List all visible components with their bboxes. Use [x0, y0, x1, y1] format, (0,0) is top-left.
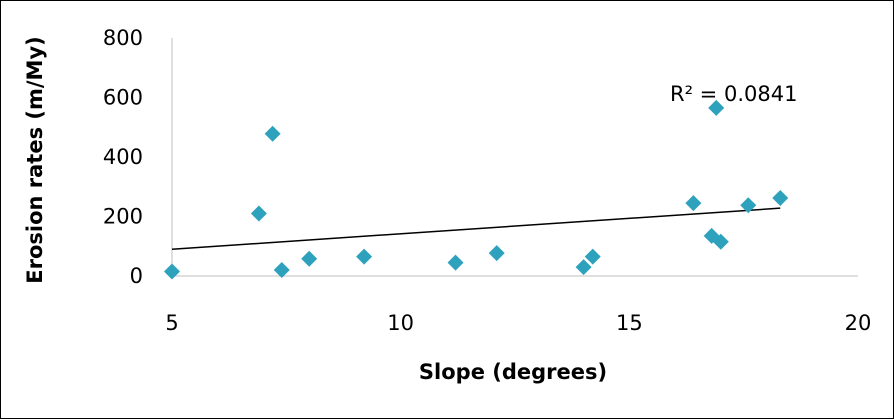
- data-point: [164, 263, 180, 280]
- data-point: [772, 190, 789, 207]
- y-tick-labels: 0 200 400 600 800: [103, 26, 143, 288]
- data-point: [301, 250, 318, 267]
- data-point: [447, 254, 464, 271]
- y-tick-label: 800: [103, 26, 143, 50]
- data-point: [488, 245, 505, 262]
- y-tick-label: 0: [130, 264, 143, 288]
- trendline: [171, 207, 781, 250]
- data-point: [740, 197, 757, 214]
- x-axis-title: Slope (degrees): [419, 360, 607, 384]
- y-tick-label: 600: [103, 86, 143, 110]
- x-tick-label: 15: [616, 311, 643, 335]
- data-point: [685, 195, 702, 212]
- y-tick-label: 200: [103, 205, 143, 229]
- data-point: [712, 233, 729, 250]
- y-axis-title: Erosion rates (m/My): [23, 36, 47, 283]
- data-point: [575, 259, 592, 276]
- x-tick-label: 10: [387, 311, 414, 335]
- data-point: [584, 248, 601, 265]
- data-points: [164, 99, 789, 280]
- data-point: [264, 125, 281, 142]
- r-squared-annotation: R² = 0.0841: [670, 82, 797, 106]
- y-tick-label: 400: [103, 145, 143, 169]
- data-point: [708, 99, 725, 116]
- data-point: [273, 262, 290, 279]
- data-point: [356, 248, 373, 265]
- x-tick-labels: 5 10 15 20: [165, 311, 871, 335]
- x-tick-label: 20: [845, 311, 872, 335]
- data-point: [250, 205, 267, 222]
- x-tick-label: 5: [165, 311, 178, 335]
